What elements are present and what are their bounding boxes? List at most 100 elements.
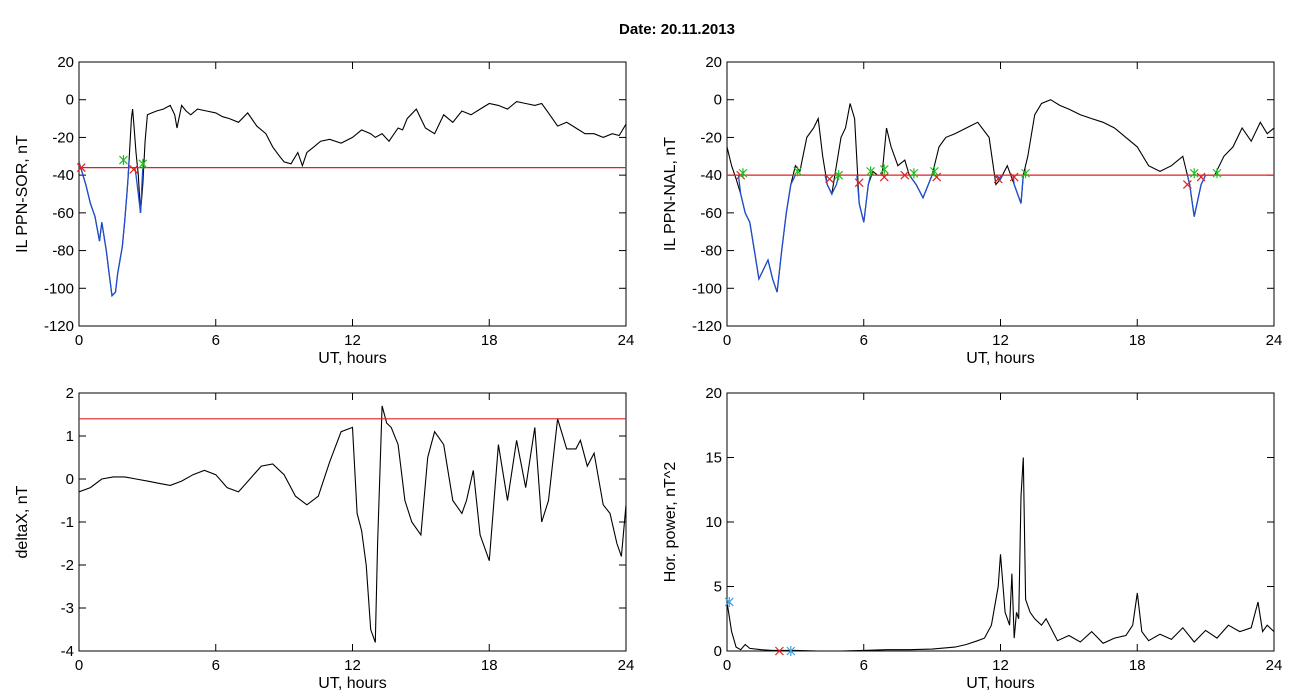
panel-2: 0 6 12 18 24 -120 -100 -80 -60 -40 -20 0 20 UT, hours…: [662, 54, 1282, 367]
cross-marker: [825, 174, 834, 184]
x-tick-label: 24: [618, 332, 635, 349]
cross-marker: [1196, 172, 1206, 182]
star-marker: [866, 166, 876, 177]
y-tick-label: -80: [52, 243, 74, 260]
x-tick-label: 18: [1129, 657, 1146, 674]
y-axis-label: IL PPN-NAL, nT: [662, 137, 679, 251]
y-tick-label: -60: [52, 205, 74, 222]
x-tick-label: 12: [344, 332, 361, 349]
series-line-1: [79, 405, 626, 643]
y-tick-label: 2: [66, 385, 74, 402]
star-marker: [1021, 168, 1030, 179]
y-tick-label: 20: [57, 54, 74, 71]
series-line-4: [856, 174, 872, 223]
star-marker: [1212, 168, 1222, 179]
x-tick-label: 18: [481, 657, 498, 674]
series-line-1: [79, 101, 626, 298]
y-tick-label: 15: [705, 450, 722, 467]
plot-frame: [726, 392, 1275, 652]
x-axis-label: UT, hours: [966, 350, 1034, 367]
star-marker: [724, 596, 734, 607]
x-tick-label: 0: [723, 332, 731, 349]
x-tick-label: 12: [992, 332, 1009, 349]
plot-area: [79, 101, 626, 298]
series-line-6: [995, 174, 1004, 180]
y-tick-label: -100: [692, 280, 722, 297]
star-marker: [834, 170, 844, 181]
cross-marker: [1182, 180, 1192, 189]
x-tick-label: 18: [1129, 332, 1146, 349]
figure-title: Date: 20.11.2013: [619, 21, 735, 38]
cross-marker: [774, 646, 784, 656]
y-tick-label: 20: [705, 385, 722, 402]
star-marker: [1189, 168, 1199, 179]
x-tick-label: 0: [75, 657, 83, 674]
y-tick-label: -60: [700, 205, 722, 222]
cross-marker: [900, 170, 910, 180]
y-tick-label: -1: [61, 514, 74, 531]
cross-marker: [879, 172, 889, 182]
series-line-8: [1186, 174, 1207, 217]
x-axis-label: UT, hours: [318, 350, 386, 367]
x-tick-label: 12: [992, 657, 1009, 674]
x-tick-label: 6: [860, 657, 868, 674]
y-tick-label: 1: [66, 428, 74, 445]
y-tick-label: 0: [714, 643, 722, 660]
series-line-2: [737, 174, 796, 293]
series-line-1: [727, 99, 1274, 293]
x-axis-label: UT, hours: [318, 675, 386, 692]
x-tick-label: 12: [344, 657, 361, 674]
plot-area: [727, 99, 1274, 293]
x-tick-label: 0: [75, 332, 83, 349]
series-line-1: [727, 457, 1274, 651]
cross-marker: [76, 163, 86, 173]
y-axis-label: Hor. power, nT^2: [662, 462, 679, 583]
x-tick-label: 24: [1266, 332, 1283, 349]
y-tick-label: 5: [714, 579, 722, 596]
plot-area: [727, 457, 1274, 651]
cross-marker: [993, 174, 1003, 184]
y-tick-label: -40: [52, 167, 74, 184]
panel-1: 0 6 12 18 24 -120 -100 -80 -60 -40 -20 0 20 UT, hours…: [14, 54, 634, 367]
star-marker: [929, 166, 939, 177]
cross-marker: [1009, 172, 1019, 182]
x-tick-label: 24: [1266, 657, 1283, 674]
y-tick-label: -2: [61, 557, 74, 574]
x-tick-label: 6: [212, 657, 220, 674]
y-tick-label: -20: [52, 129, 74, 146]
plot-frame: [726, 61, 1275, 327]
star-marker: [879, 164, 889, 175]
series-line-7: [1012, 175, 1024, 204]
y-tick-label: -80: [700, 243, 722, 260]
x-tick-label: 6: [860, 332, 868, 349]
y-tick-label: -20: [700, 129, 722, 146]
star-marker: [909, 168, 919, 179]
x-tick-label: 6: [212, 332, 220, 349]
y-tick-label: 0: [66, 471, 74, 488]
series-line-3: [134, 167, 144, 213]
y-tick-label: 0: [714, 92, 722, 109]
star-marker: [138, 158, 148, 169]
y-tick-label: 10: [705, 514, 722, 531]
y-tick-label: -3: [61, 600, 74, 617]
plot-area: [79, 405, 626, 643]
y-tick-label: -120: [44, 318, 74, 335]
x-tick-label: 18: [481, 332, 498, 349]
y-axis-label: IL PPN-SOR, nT: [14, 135, 31, 253]
star-marker: [786, 646, 796, 656]
x-tick-label: 0: [723, 657, 731, 674]
star-marker: [793, 166, 803, 177]
panel-4: 0 6 12 18 24 0 5 10 15 20 UT, hours Hor. power, nT^…: [662, 385, 1282, 692]
series-line-2: [79, 160, 130, 298]
cross-marker: [129, 165, 139, 174]
star-marker: [119, 155, 128, 166]
y-axis-label: deltaX, nT: [14, 485, 31, 558]
y-tick-label: 0: [66, 92, 74, 109]
y-tick-label: -120: [692, 318, 722, 335]
x-axis-label: UT, hours: [966, 675, 1034, 692]
star-marker: [738, 168, 748, 179]
y-tick-label: -40: [700, 167, 722, 184]
